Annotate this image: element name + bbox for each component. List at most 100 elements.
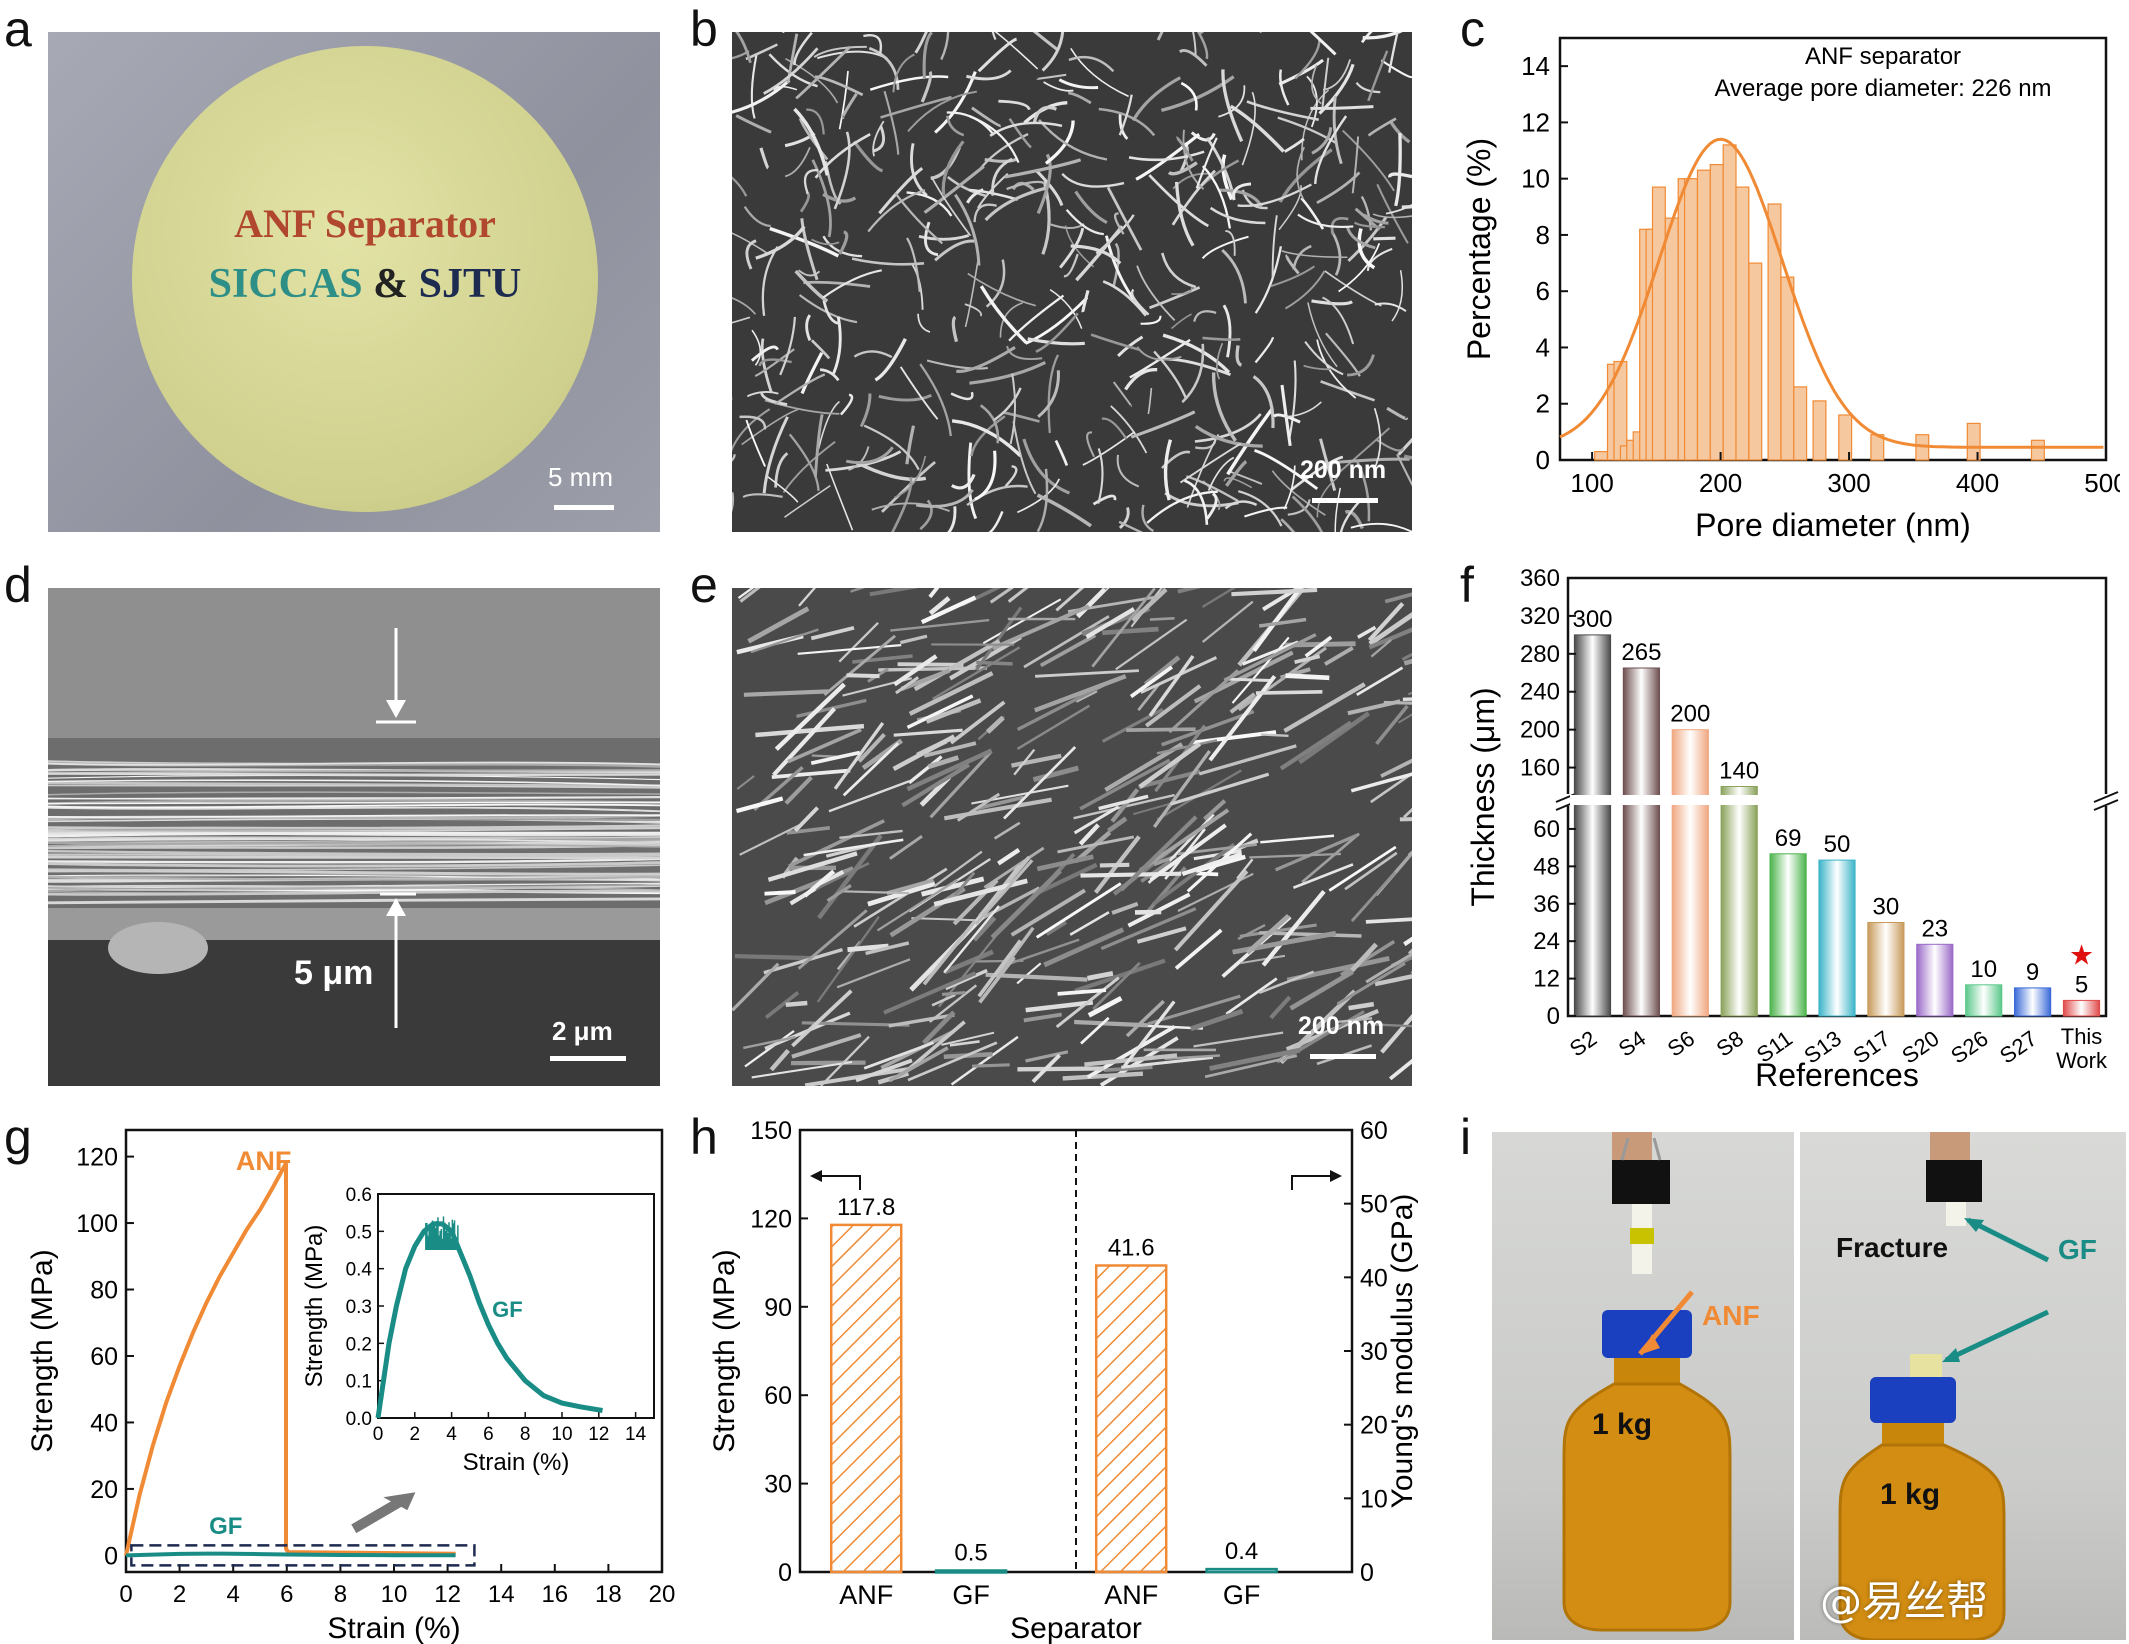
nanofiber [1314, 115, 1348, 184]
bottom-arrowhead [386, 898, 406, 916]
y-tick-label: 80 [90, 1277, 118, 1305]
histogram-bar [1838, 414, 1853, 461]
fiber-strand [814, 862, 870, 891]
nanofiber [1192, 32, 1197, 55]
fiber-strand [750, 628, 819, 654]
fiber-strand [888, 1046, 949, 1083]
bar-break-gap [1570, 795, 1815, 805]
fiber-strand [1152, 750, 1211, 828]
fiber-strand [1016, 704, 1091, 750]
nanofiber [1059, 227, 1085, 269]
nanofiber [1380, 59, 1412, 79]
nanofiber [1222, 304, 1232, 358]
bar-value-label: 117.8 [837, 1194, 895, 1221]
nanofiber [1027, 337, 1085, 346]
nanofiber [1035, 312, 1079, 353]
nanofiber [799, 190, 810, 213]
panel-i-right-photo: Fracture GF 1 kg [1800, 1132, 2126, 1640]
fiber-strand [1080, 1016, 1110, 1045]
nanofiber [1360, 32, 1373, 44]
axis-break-mark [2093, 799, 2119, 811]
fiber-strand [1110, 788, 1140, 823]
fiber-strand [978, 955, 1016, 1004]
fiber-strand [899, 634, 928, 645]
fiber-strand [1136, 926, 1187, 944]
nanofiber [1003, 411, 1040, 423]
nanofiber [926, 359, 988, 370]
nanofiber [774, 373, 826, 406]
x-tick-label: S27 [1995, 1026, 2041, 1069]
nanofiber [998, 99, 1031, 111]
nanofiber [951, 473, 976, 490]
y-tick-label: 0 [1547, 1003, 1560, 1030]
nanofiber [1206, 492, 1218, 520]
histogram-bar [1684, 178, 1699, 461]
nanofiber [1246, 100, 1319, 121]
nanofiber [1061, 172, 1125, 188]
fiber-strand [906, 694, 974, 729]
fiber-strand [956, 792, 1001, 822]
nanofiber [977, 173, 1009, 209]
nanofiber [919, 363, 952, 437]
fiber-strand [931, 646, 1021, 700]
fiber-strand [1074, 830, 1112, 864]
fiber-strand [836, 958, 911, 989]
nanofiber [1201, 235, 1249, 260]
scale-bar-b [1312, 498, 1378, 503]
nanofiber [1330, 230, 1342, 276]
layer-line [48, 853, 660, 857]
nanofiber [1290, 455, 1344, 491]
histogram-bar [1966, 422, 1981, 461]
nanofiber [762, 416, 789, 494]
fiber-strand [734, 953, 813, 961]
nanofiber [1372, 213, 1412, 219]
histogram-bar [1793, 386, 1808, 461]
nanofiber [1054, 439, 1069, 466]
fiber-strand [893, 654, 938, 687]
nanofiber [1284, 270, 1326, 310]
fiber-strand [767, 851, 858, 882]
fiber-strand [869, 588, 919, 597]
fiber-strand [1374, 974, 1412, 987]
nanofiber [732, 454, 736, 462]
y2-axis-label: Young's modulus (GPa) [1386, 1194, 1419, 1509]
zoom-arrowhead [383, 1492, 416, 1511]
nanofiber [1092, 494, 1117, 506]
fiber-strand [1249, 852, 1341, 859]
nanofiber [867, 189, 926, 233]
y2-tick-label: 30 [1360, 1338, 1388, 1366]
fiber-strand [1016, 962, 1042, 985]
fiber-strand [820, 1035, 870, 1086]
nanofiber [1221, 69, 1244, 142]
fiber-strand [833, 722, 885, 790]
nanofiber [782, 32, 785, 34]
fiber-strand [996, 926, 1035, 978]
fiber-strand [1035, 882, 1122, 939]
x-tick-label: 20 [649, 1581, 676, 1608]
scale-bar-a [554, 505, 614, 510]
layer-line [48, 779, 660, 787]
fiber-strand [922, 1010, 956, 1045]
y2-tick-label: 10 [1360, 1485, 1388, 1513]
fiber-strand [817, 834, 883, 920]
fiber-strand [1348, 1001, 1375, 1011]
nanofiber [1082, 431, 1136, 466]
bar-value-label: 5 [2075, 971, 2088, 998]
fiber-strand [839, 829, 903, 839]
nanofiber [1225, 460, 1248, 487]
nanofiber [760, 391, 788, 406]
nanofiber [741, 408, 799, 446]
fiber-strand [1074, 958, 1166, 993]
fiber-strand [1357, 625, 1377, 639]
nanofiber [1241, 91, 1256, 166]
nanofiber [1148, 174, 1209, 228]
nanofiber [1271, 215, 1278, 279]
fiber-strand [1055, 588, 1085, 612]
fiber-strand [1139, 808, 1230, 872]
nanofiber [951, 419, 1022, 458]
nanofiber [750, 345, 779, 362]
nanofiber [1396, 453, 1412, 487]
panel-i-left-photo: 1 kg ANF [1492, 1132, 1794, 1640]
fiber-strand [886, 878, 935, 896]
